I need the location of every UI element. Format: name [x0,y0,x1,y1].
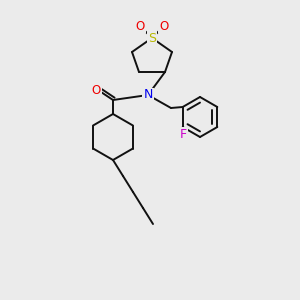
Text: F: F [180,128,187,140]
Text: O: O [159,20,169,32]
Text: O: O [92,83,100,97]
Text: S: S [148,32,156,44]
Text: N: N [143,88,153,101]
Text: O: O [135,20,145,32]
